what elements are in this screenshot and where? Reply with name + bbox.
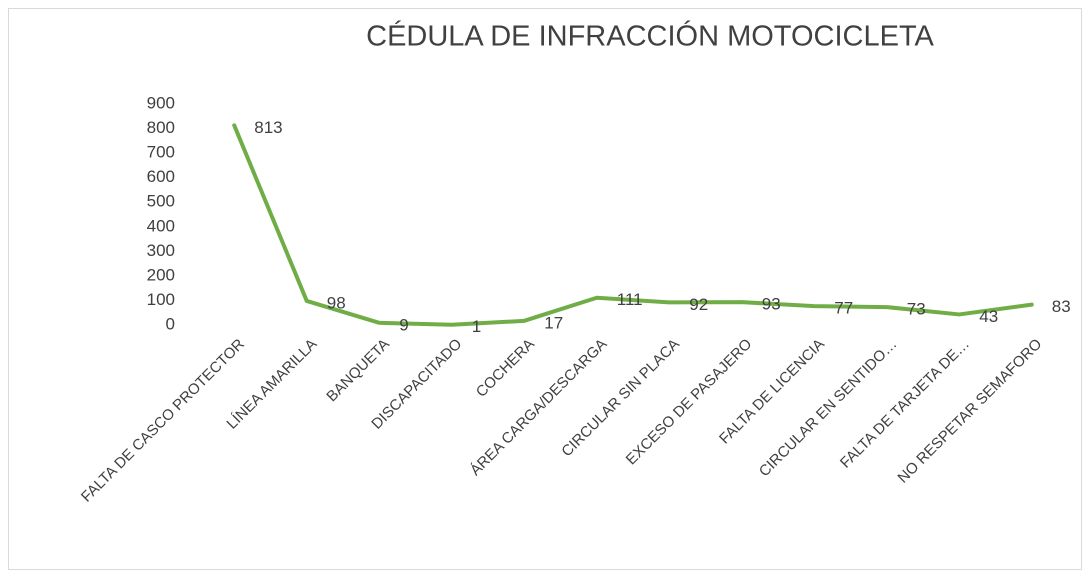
chart-border — [8, 8, 1082, 570]
data-label: 73 — [907, 300, 926, 319]
data-label: 813 — [254, 118, 282, 137]
y-tick-label: 300 — [147, 241, 175, 260]
data-label: 9 — [399, 315, 408, 334]
data-label: 1 — [472, 317, 481, 336]
data-label: 98 — [327, 293, 346, 312]
y-tick-label: 500 — [147, 192, 175, 211]
y-tick-label: 600 — [147, 167, 175, 186]
y-tick-label: 700 — [147, 143, 175, 162]
data-label: 93 — [762, 295, 781, 314]
data-label: 92 — [689, 295, 708, 314]
y-tick-label: 400 — [147, 216, 175, 235]
y-tick-label: 0 — [166, 314, 175, 333]
data-label: 77 — [834, 299, 853, 318]
y-tick-label: 200 — [147, 265, 175, 284]
data-label: 43 — [979, 307, 998, 326]
data-label: 17 — [544, 313, 563, 332]
line-series — [232, 123, 1034, 327]
y-tick-label: 100 — [147, 290, 175, 309]
y-tick-label: 800 — [147, 118, 175, 137]
chart-title: CÉDULA DE INFRACCIÓN MOTOCICLETA — [366, 20, 934, 53]
y-tick-label: 900 — [147, 93, 175, 112]
data-label: 111 — [617, 290, 643, 309]
data-label: 83 — [1052, 297, 1071, 316]
